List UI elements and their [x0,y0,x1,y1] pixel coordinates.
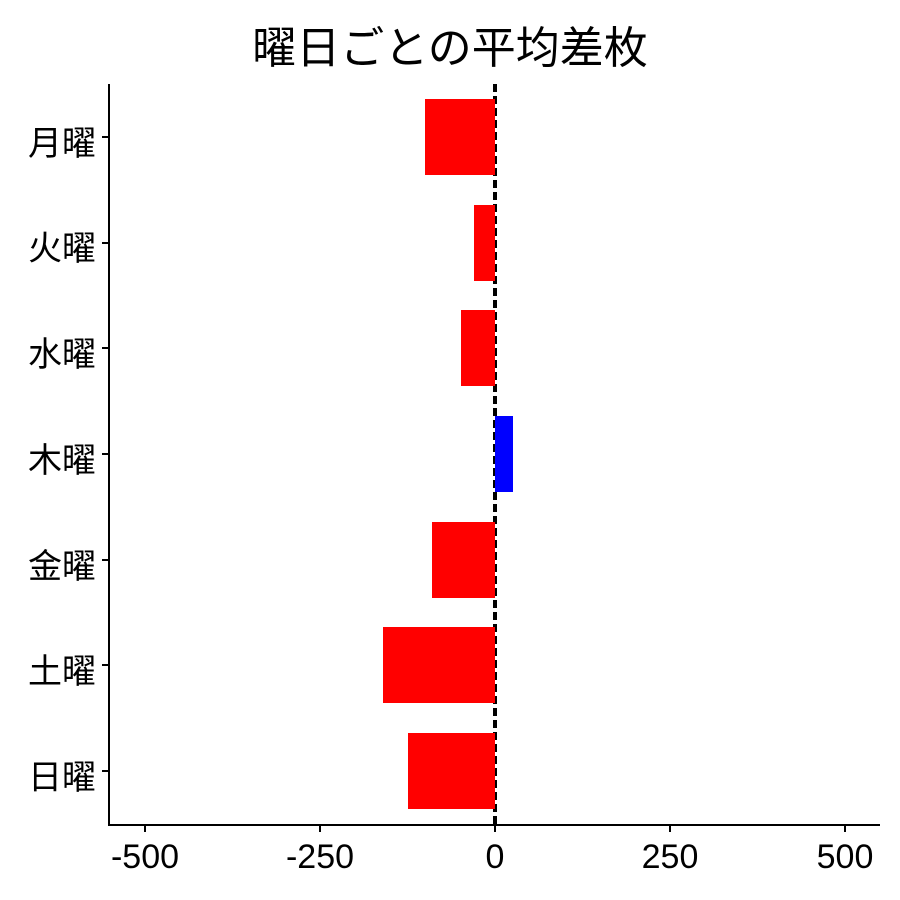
chart-container: 曜日ごとの平均差枚 月曜火曜水曜木曜金曜土曜日曜 -500 -250 0 250 500 [0,0,900,900]
y-tick-label: 月曜 [28,116,96,165]
x-tick-mark [144,824,146,832]
bar [432,522,495,598]
bar [408,733,496,809]
chart-title: 曜日ごとの平均差枚 [0,12,900,76]
x-tick-label: -500 [111,838,179,877]
plot-area [110,84,880,824]
bar [474,205,495,281]
x-tick-mark [319,824,321,832]
x-tick-label: 500 [817,838,874,877]
bar [495,416,513,492]
bar [425,99,495,175]
x-tick-label: 0 [486,838,505,877]
bar [461,310,495,386]
y-tick-label: 土曜 [28,644,96,693]
y-tick-label: 木曜 [28,433,96,482]
x-tick-mark [494,824,496,832]
x-tick-label: -250 [286,838,354,877]
y-tick-label: 水曜 [28,327,96,376]
y-tick-label: 金曜 [28,539,96,588]
y-axis-line [108,84,110,824]
x-tick-mark [844,824,846,832]
y-tick-label: 日曜 [28,750,96,799]
bar [383,627,495,703]
x-tick-label: 250 [642,838,699,877]
x-tick-mark [669,824,671,832]
y-tick-label: 火曜 [28,221,96,270]
